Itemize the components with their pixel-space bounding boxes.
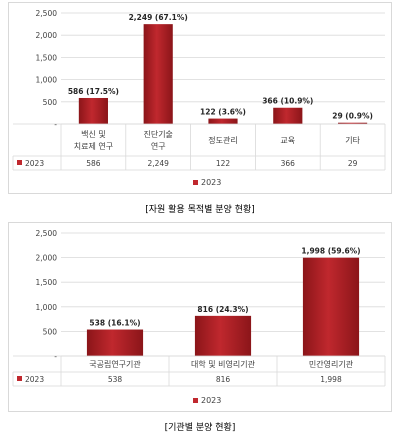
category-label: 진단기술 <box>143 129 172 139</box>
chart-purpose: - 500 1,000 1,500 2,000 2,500 586 (17.5%) 2,249… <box>8 2 392 194</box>
bar <box>194 315 252 356</box>
category-label: 교육 <box>280 136 295 145</box>
table-value: 29 <box>348 159 358 168</box>
y-tick-label: 500 <box>43 327 58 336</box>
table-value: 1,998 <box>320 375 342 384</box>
table-value: 2,249 <box>147 159 169 168</box>
table-series-name: 2023 <box>25 159 44 168</box>
legend-label: 2023 <box>201 178 221 187</box>
y-tick-label: 500 <box>43 98 58 107</box>
bar <box>86 329 144 356</box>
y-tick-label: - <box>54 120 57 129</box>
table-value: 586 <box>86 159 101 168</box>
y-tick-label: 2,500 <box>36 9 58 18</box>
legend-swatch <box>193 180 198 185</box>
category-label: 백신 및 <box>81 129 106 139</box>
category-label: 치료제 연구 <box>74 142 113 151</box>
legend-swatch <box>193 398 198 403</box>
data-label: 2,249 (67.1%) <box>129 13 188 22</box>
data-label: 816 (24.3%) <box>197 305 248 314</box>
data-label: 586 (17.5%) <box>68 87 119 96</box>
category-label: 기타 <box>345 136 360 145</box>
table-legend-key <box>17 160 22 165</box>
y-tick-label: 1,000 <box>36 303 58 312</box>
bar <box>302 257 360 356</box>
table-value: 366 <box>281 159 296 168</box>
bar <box>208 118 238 124</box>
y-tick-label: 1,500 <box>36 278 58 287</box>
chart-purpose-svg: - 500 1,000 1,500 2,000 2,500 586 (17.5%) 2,249… <box>12 9 386 187</box>
data-label: 29 (0.9%) <box>332 112 373 121</box>
category-label: 민간영리기관 <box>309 359 354 369</box>
bar <box>338 122 368 124</box>
y-tick-label: 2,000 <box>36 31 58 40</box>
chart-institution-caption: [기관별 분양 현황] <box>164 423 236 433</box>
y-tick-label: - <box>54 352 57 361</box>
y-tick-label: 1,000 <box>36 76 58 85</box>
category-label: 연구 <box>151 142 166 151</box>
bar <box>143 24 173 124</box>
table-value: 538 <box>108 375 123 384</box>
table-value: 816 <box>216 375 231 384</box>
data-label: 122 (3.6%) <box>200 108 246 117</box>
bar <box>273 107 303 124</box>
table-value: 122 <box>216 159 231 168</box>
bar <box>78 97 108 124</box>
table-series-name: 2023 <box>25 375 44 384</box>
y-tick-label: 1,500 <box>36 53 58 62</box>
chart-purpose-caption: [자원 활용 목적별 분양 현황] <box>145 205 255 215</box>
y-tick-label: 2,000 <box>36 254 58 263</box>
category-label: 정도관리 <box>208 135 237 145</box>
chart-institution: - 500 1,000 1,500 2,000 2,500 538 (16.1%) 816 (… <box>8 222 392 412</box>
y-tick-label: 2,500 <box>36 229 58 238</box>
chart-institution-svg: - 500 1,000 1,500 2,000 2,500 538 (16.1%) 816 (… <box>12 229 386 405</box>
table-legend-key <box>17 376 22 381</box>
category-label: 대학 및 비영리기관 <box>191 359 256 369</box>
data-label: 1,998 (59.6%) <box>301 247 360 256</box>
legend-label: 2023 <box>201 396 221 405</box>
data-label: 366 (10.9%) <box>262 97 313 106</box>
data-label: 538 (16.1%) <box>89 319 140 328</box>
category-label: 국공립연구기관 <box>89 359 141 369</box>
